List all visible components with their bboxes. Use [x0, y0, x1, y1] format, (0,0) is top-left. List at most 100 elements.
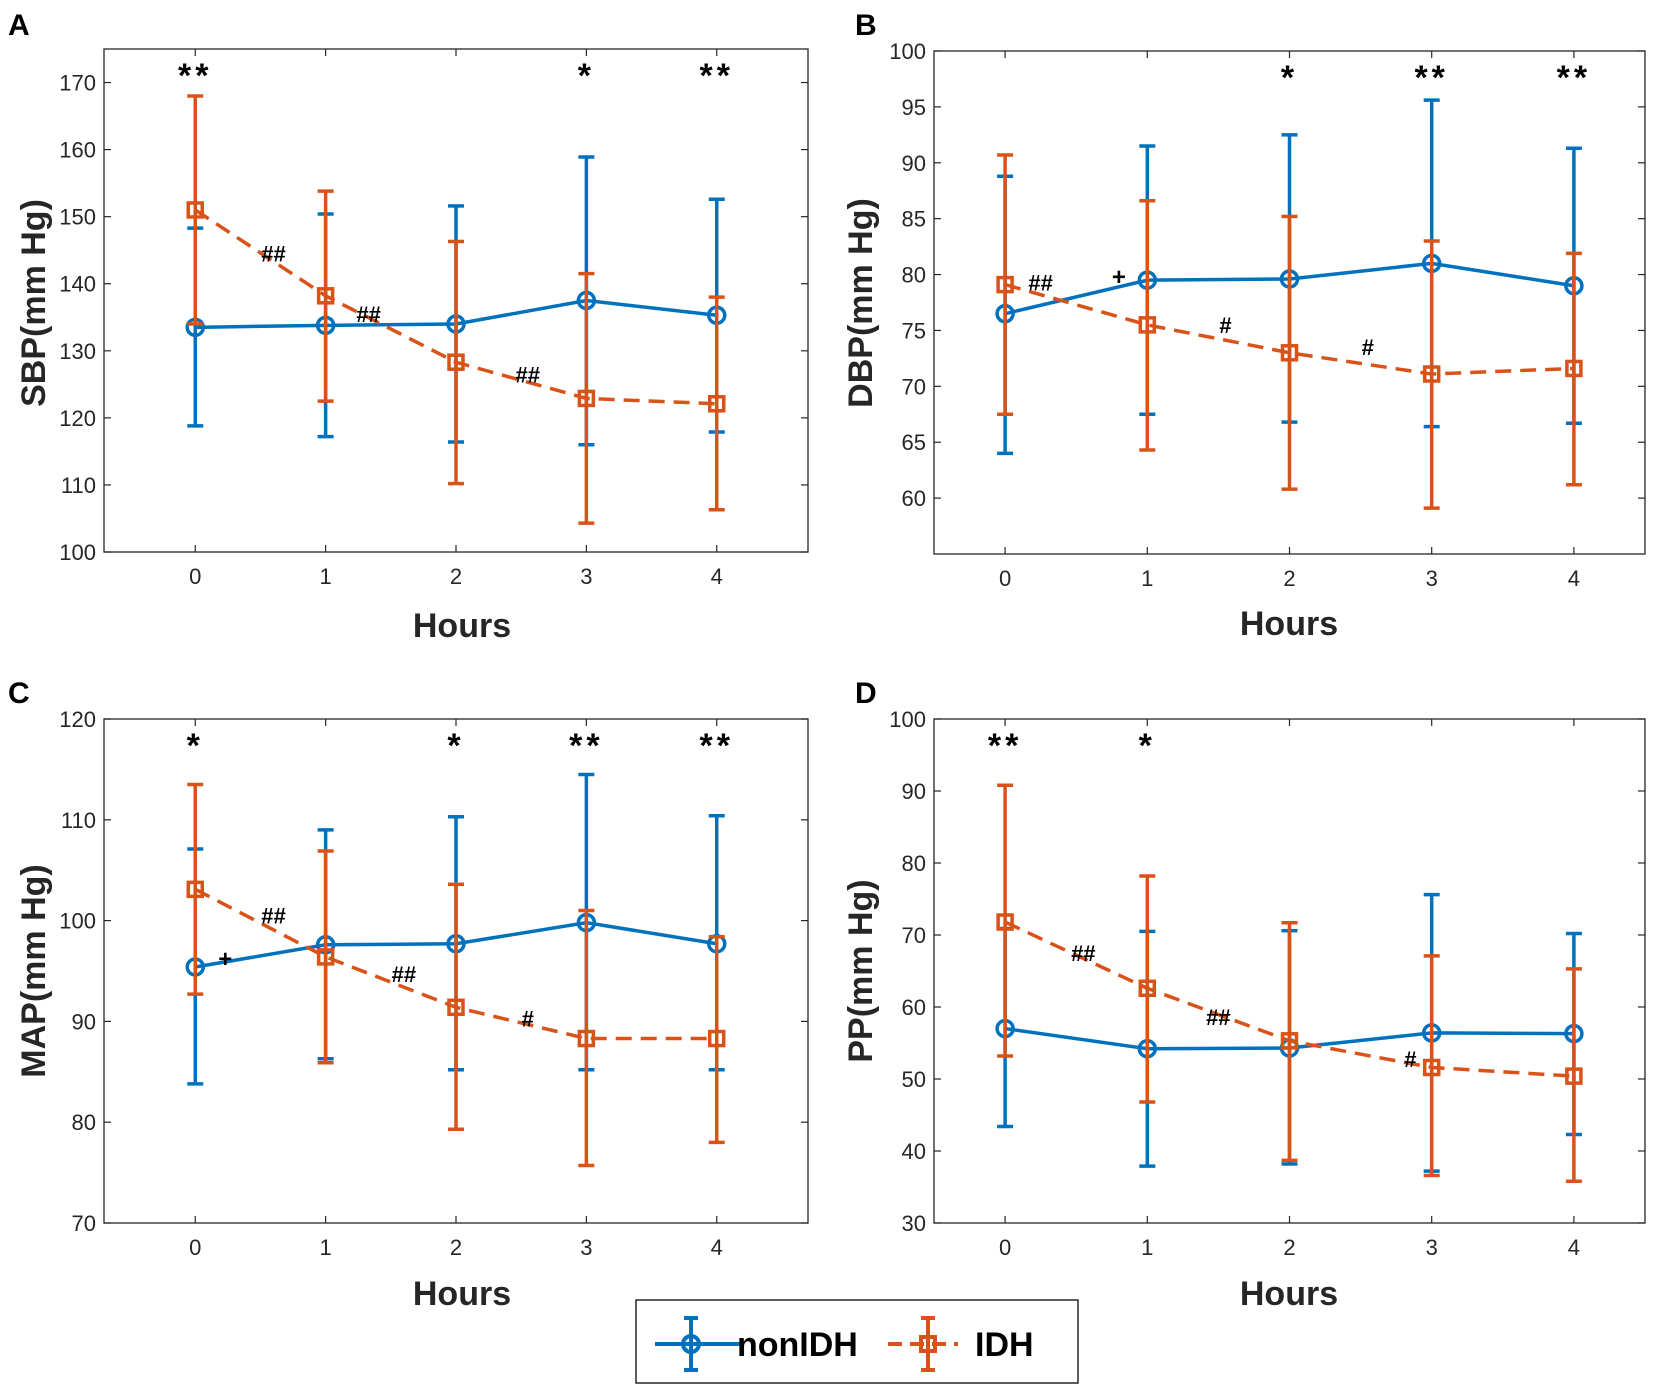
- y-tick-label: 40: [902, 1139, 926, 1164]
- y-tick-label: 85: [902, 207, 926, 232]
- plus-annotation: +: [218, 946, 232, 973]
- data-point-idh: [316, 948, 335, 966]
- data-point-idh: [577, 1029, 596, 1048]
- data-point-idh: [1422, 1058, 1441, 1077]
- y-tick-label: 95: [902, 95, 926, 120]
- significance-star: *: [1281, 59, 1298, 97]
- panel-label-c: C: [8, 677, 30, 710]
- x-tick-label: 0: [999, 1235, 1011, 1260]
- plus-annotation: +: [1112, 264, 1126, 291]
- data-point-idh: [186, 880, 205, 899]
- y-tick-label: 120: [59, 707, 96, 732]
- series-line-idh: [194, 208, 717, 406]
- hash-annotation: ##: [392, 962, 416, 987]
- significance-star: *: [1139, 727, 1156, 765]
- data-point-idh: [186, 201, 205, 219]
- y-tick-label: 100: [59, 909, 96, 934]
- y-tick-label: 90: [902, 151, 926, 176]
- x-tick-label: 0: [189, 564, 201, 589]
- hash-annotation: ##: [261, 242, 285, 267]
- hash-annotation: #: [1404, 1047, 1416, 1072]
- y-tick-label: 130: [59, 339, 96, 364]
- legend-nonidh-label: nonIDH: [737, 1326, 858, 1364]
- significance-star: **: [1557, 59, 1591, 97]
- y-tick-label: 150: [59, 205, 96, 230]
- x-tick-label: 0: [999, 566, 1011, 591]
- x-tick-label: 2: [1283, 566, 1295, 591]
- y-tick-label: 100: [889, 39, 926, 64]
- y-axis-label: DBP(mm Hg): [842, 198, 880, 408]
- legend-idh-marker: [888, 1316, 958, 1372]
- series-idh: [186, 782, 726, 1168]
- y-tick-label: 70: [902, 923, 926, 948]
- series-idh: [996, 783, 1583, 1183]
- data-point-idh: [447, 998, 465, 1017]
- x-tick-label: 4: [711, 1235, 723, 1260]
- y-tick-label: 50: [902, 1067, 926, 1092]
- hash-annotation: #: [1362, 335, 1374, 360]
- x-tick-label: 1: [320, 564, 332, 589]
- panel-label-d: D: [855, 677, 877, 710]
- hash-annotation: ##: [1071, 941, 1095, 966]
- y-tick-label: 170: [59, 71, 96, 96]
- y-tick-label: 80: [902, 851, 926, 876]
- hash-annotation: ##: [1028, 270, 1052, 295]
- data-point-idh: [1280, 1032, 1299, 1050]
- data-point-idh: [316, 287, 335, 305]
- significance-star: **: [569, 727, 603, 765]
- x-tick-label: 3: [1426, 1235, 1438, 1260]
- series-line-idh: [194, 887, 717, 1041]
- y-tick-label: 80: [902, 263, 926, 288]
- x-tick-label: 1: [1141, 566, 1153, 591]
- chart-panel-b: B 60 65 70 75 80 85 90 95 100 0 1 2 3 4 Hours DBP(mm Hg)…: [842, 9, 1646, 643]
- y-tick-label: 60: [902, 486, 926, 511]
- significance-star: **: [988, 727, 1022, 765]
- data-point-idh: [996, 913, 1014, 931]
- data-point-idh: [996, 275, 1014, 294]
- significance-star: *: [187, 727, 204, 765]
- data-point-idh: [1138, 316, 1157, 334]
- data-point-idh: [1422, 365, 1441, 383]
- significance-star: **: [700, 57, 734, 95]
- y-tick-label: 100: [59, 540, 96, 565]
- data-point-idh: [1280, 344, 1299, 362]
- series-line-idh: [1004, 282, 1574, 376]
- panel-label-b: B: [855, 9, 877, 42]
- y-tick-label: 60: [902, 995, 926, 1020]
- x-tick-label: 4: [1568, 1235, 1580, 1260]
- y-axis-label: MAP(mm Hg): [15, 864, 53, 1077]
- x-tick-label: 2: [450, 1235, 462, 1260]
- hash-annotation: ##: [515, 362, 539, 387]
- y-tick-label: 140: [59, 272, 96, 297]
- y-tick-label: 90: [902, 779, 926, 804]
- y-tick-label: 80: [72, 1110, 96, 1135]
- x-tick-label: 1: [1141, 1235, 1153, 1260]
- data-point-idh: [1138, 979, 1157, 998]
- legend-idh-label: IDH: [975, 1326, 1034, 1364]
- series-idh: [996, 153, 1583, 510]
- x-tick-label: 0: [189, 1235, 201, 1260]
- chart-panel-a: A 100 110 120 130 140 150 160 170 0 1 2 3 4 Hours SBP(m…: [8, 9, 809, 645]
- hash-annotation: ##: [1206, 1005, 1230, 1030]
- x-tick-label: 2: [1283, 1235, 1295, 1260]
- significance-star: **: [178, 57, 212, 95]
- x-tick-label: 2: [450, 564, 462, 589]
- data-point-idh: [577, 389, 596, 408]
- series-idh: [186, 94, 726, 525]
- y-tick-label: 160: [59, 138, 96, 163]
- y-tick-label: 65: [902, 430, 926, 455]
- y-tick-label: 90: [72, 1009, 96, 1034]
- data-point-idh: [707, 395, 726, 413]
- x-tick-label: 3: [580, 564, 592, 589]
- y-tick-label: 100: [889, 707, 926, 732]
- data-point-idh: [1565, 1067, 1583, 1085]
- x-axis-label: Hours: [413, 1275, 511, 1313]
- legend-nonidh-marker: [655, 1316, 742, 1372]
- significance-star: **: [1414, 59, 1448, 97]
- y-tick-label: 110: [61, 808, 96, 833]
- y-axis-label: SBP(mm Hg): [15, 199, 53, 407]
- x-axis-label: Hours: [1240, 605, 1338, 643]
- x-tick-label: 4: [1568, 566, 1580, 591]
